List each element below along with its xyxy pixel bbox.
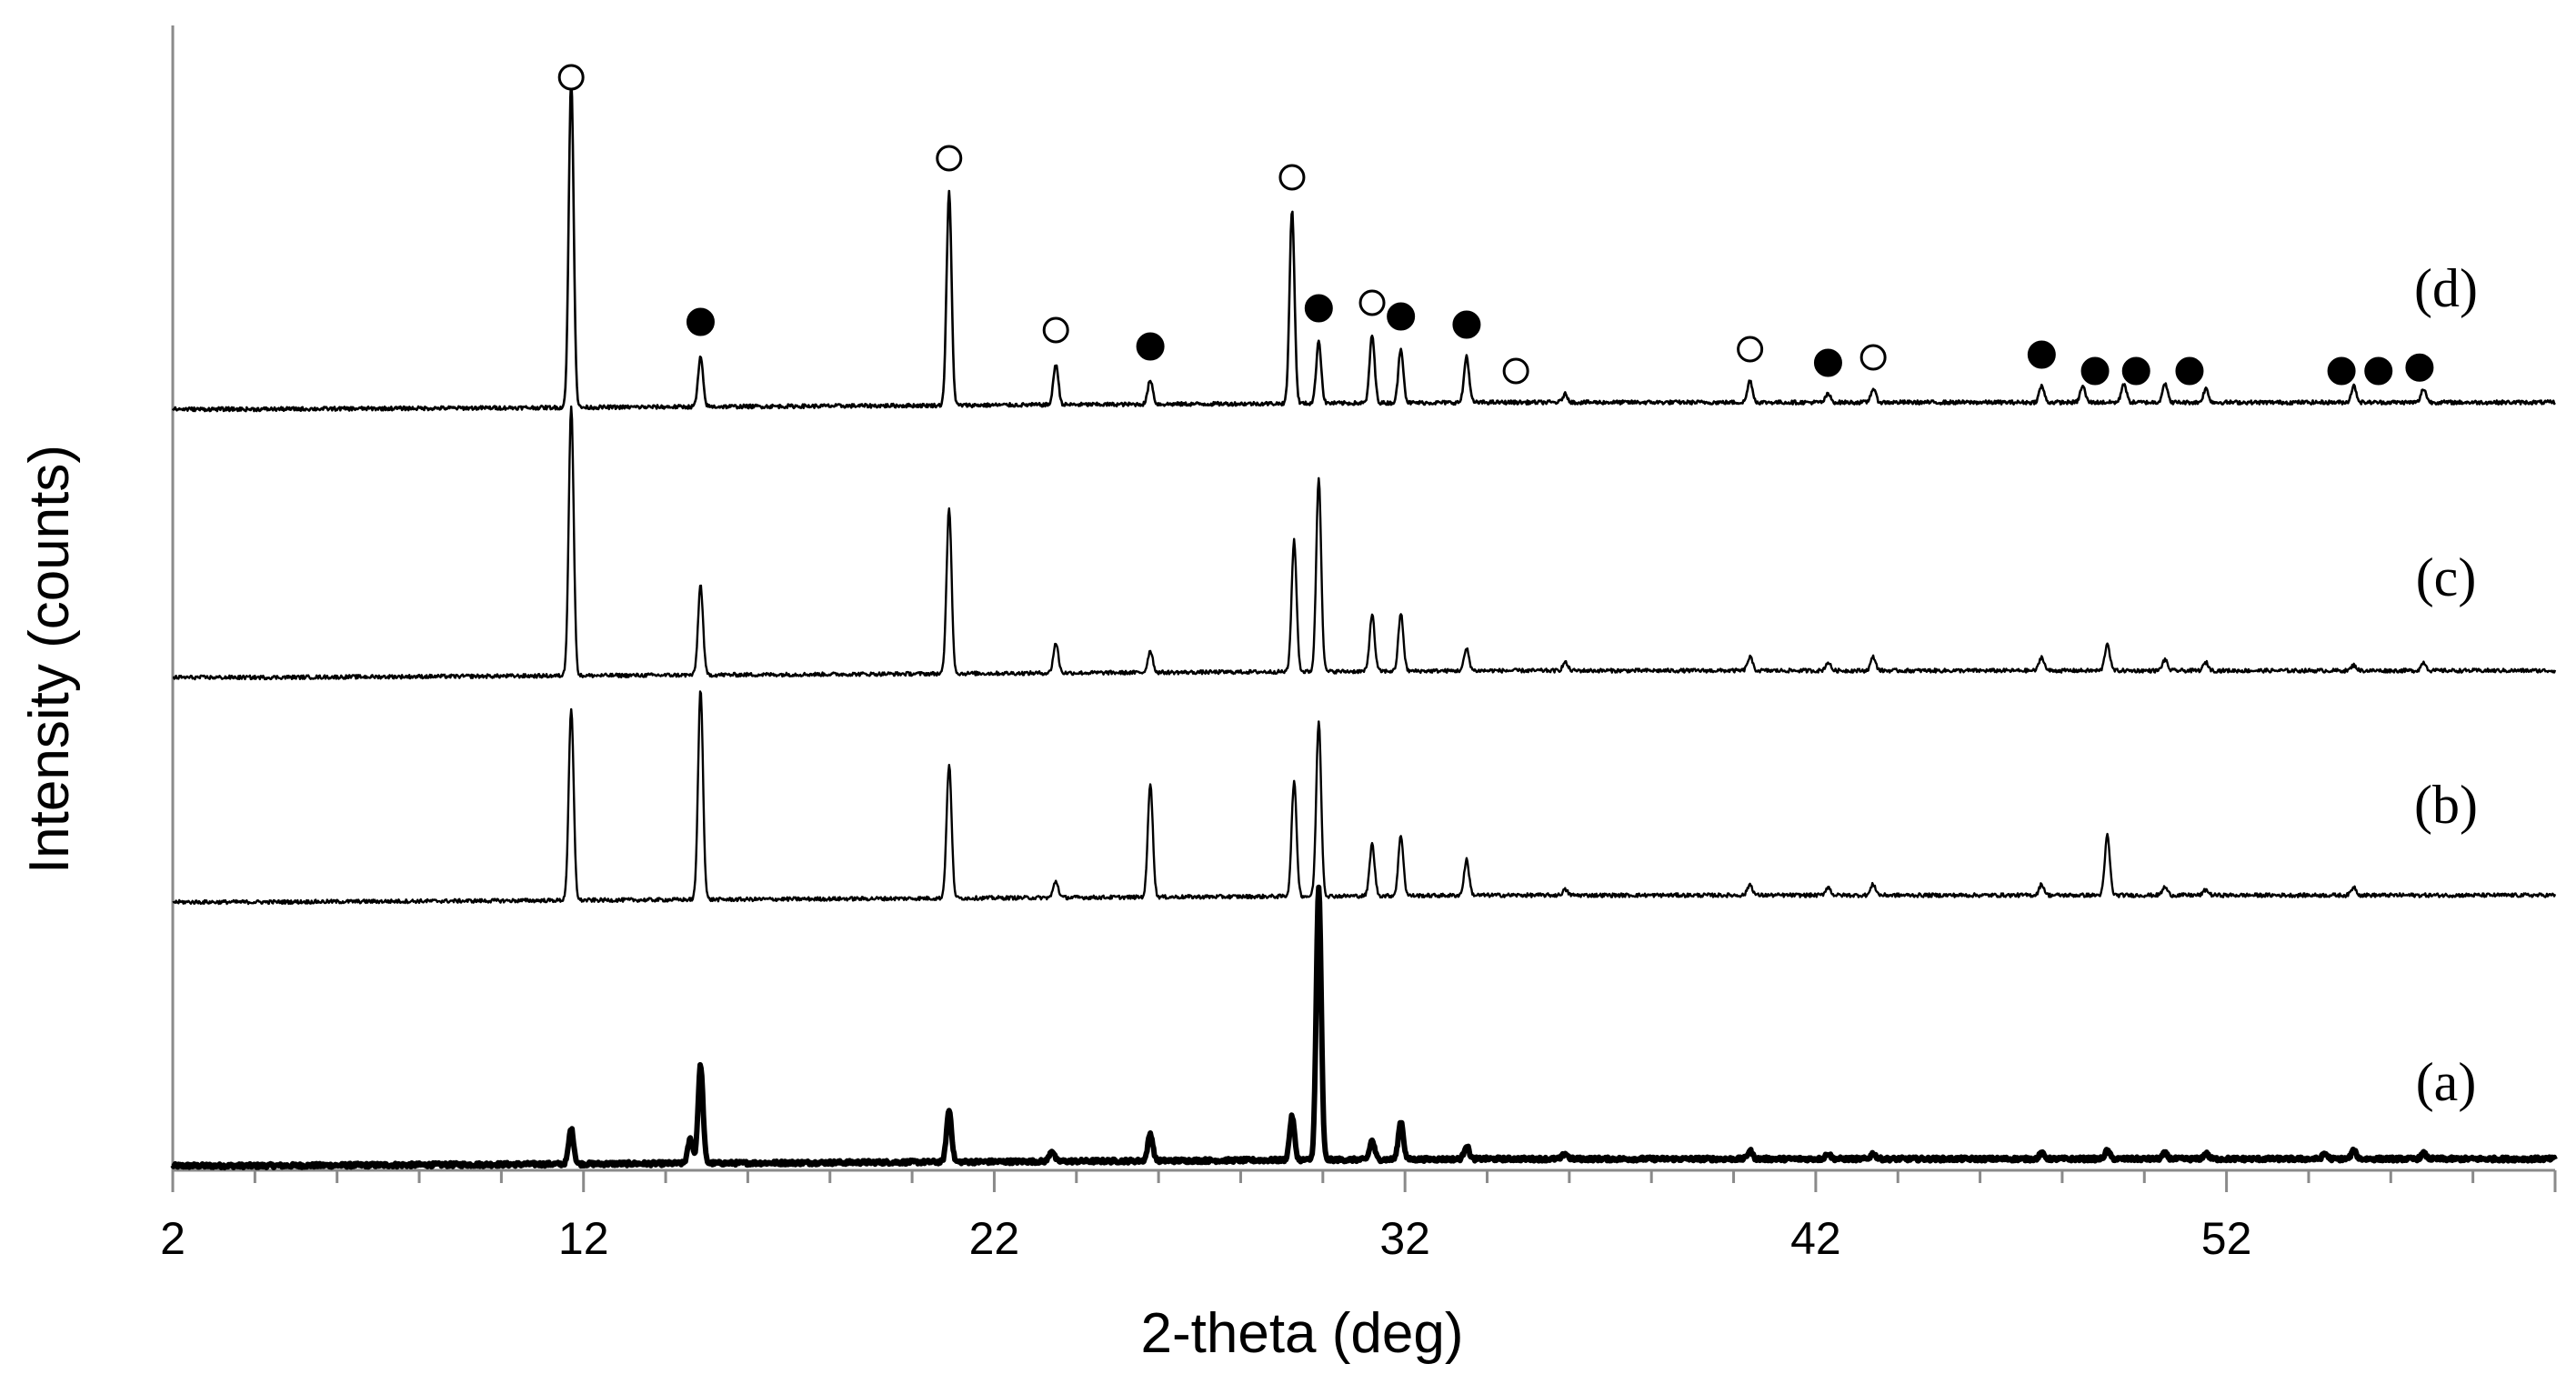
filled-circle-marker (2405, 353, 2434, 382)
open-circle-marker (936, 145, 963, 172)
series-line-c (172, 405, 2557, 681)
filled-circle-marker (2027, 340, 2056, 369)
series-label-c: (c) (2416, 547, 2477, 607)
series-line-a (170, 884, 2558, 1171)
filled-circle-marker (1136, 332, 1165, 361)
series-label-d: (d) (2414, 258, 2478, 318)
open-circle-marker (1737, 336, 1764, 363)
axes-layer: 2 12 22 32 42 52 (160, 25, 2557, 1264)
filled-circle-marker (2121, 356, 2150, 386)
series-label-b: (b) (2414, 775, 2478, 835)
open-circle-marker (1042, 316, 1069, 344)
marker-layer (557, 64, 2434, 386)
open-circle-marker (1859, 344, 1887, 371)
x-tick-label: 32 (1379, 1213, 1430, 1264)
label-layer: 2-theta (deg) Intensity (counts) (18, 445, 1464, 1365)
filled-circle-marker (2364, 356, 2393, 386)
x-axis-title: 2-theta (deg) (1141, 1302, 1464, 1365)
y-axis-title: Intensity (counts) (18, 445, 81, 874)
filled-circle-marker (1387, 302, 1416, 331)
open-circle-marker (557, 64, 585, 91)
filled-circle-marker (2175, 356, 2204, 386)
x-tick-label: 12 (558, 1213, 609, 1264)
x-tick-label: 42 (1790, 1213, 1841, 1264)
filled-circle-marker (1813, 348, 1842, 377)
open-circle-marker (1358, 289, 1386, 316)
x-tick-label: 2 (160, 1213, 185, 1264)
open-circle-marker (1278, 164, 1306, 191)
open-circle-marker (1502, 357, 1529, 385)
series-label-a: (a) (2416, 1052, 2477, 1112)
series-line-b (172, 690, 2557, 906)
series-line-d (171, 78, 2556, 413)
series-layer: (a) (b) (c) (d) (170, 78, 2558, 1171)
filled-circle-marker (2327, 356, 2356, 386)
filled-circle-marker (1452, 310, 1481, 339)
x-tick-label: 52 (2201, 1213, 2252, 1264)
x-tick-label: 22 (969, 1213, 1020, 1264)
filled-circle-marker (686, 307, 715, 336)
filled-circle-marker (1304, 294, 1333, 323)
filled-circle-marker (2080, 356, 2110, 386)
